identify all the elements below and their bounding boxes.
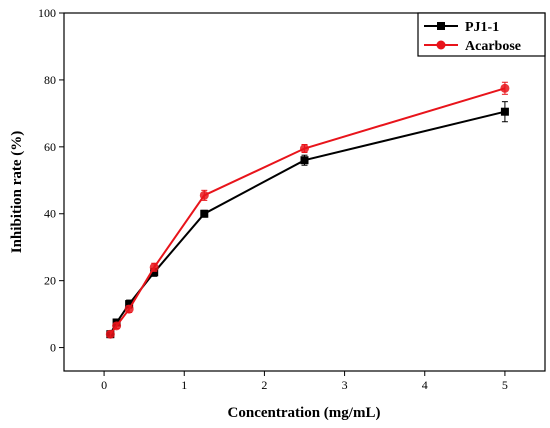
data-point (300, 156, 309, 165)
series-line (109, 110, 506, 335)
legend-label-acarbose: Acarbose (465, 39, 521, 54)
x-axis-title: Concentration (mg/mL) (228, 405, 381, 421)
data-point (105, 329, 115, 339)
data-point (200, 209, 209, 218)
legend-label-pj1-1: PJ1-1 (465, 20, 499, 35)
data-point (150, 268, 159, 277)
legend-marker-acarbose (436, 40, 446, 50)
x-tick-label: 2 (261, 378, 267, 392)
x-tick-label: 4 (422, 378, 428, 392)
x-tick-label: 5 (502, 378, 508, 392)
data-point (124, 304, 134, 314)
x-tick-label: 3 (342, 378, 348, 392)
y-tick-label: 100 (38, 6, 56, 20)
data-point (125, 300, 134, 309)
series-acarbose (105, 81, 510, 339)
y-tick-label: 40 (44, 207, 56, 221)
series-layer (105, 81, 510, 339)
data-point (112, 321, 122, 331)
data-point (300, 144, 309, 154)
y-tick-label: 80 (44, 73, 56, 87)
plot-frame (63, 12, 546, 372)
data-point (149, 262, 159, 272)
data-point (500, 83, 510, 93)
data-point (199, 190, 209, 200)
series-pj1-1 (106, 101, 509, 339)
y-tick-label: 60 (44, 140, 56, 154)
axes: 0 1 2 3 4 5 0 20 40 60 80 100 (38, 6, 508, 392)
x-tick-label: 0 (101, 378, 107, 392)
data-point (500, 107, 509, 116)
legend: PJ1-1 Acarbose (417, 12, 546, 57)
y-tick-label: 20 (44, 274, 56, 288)
y-tick-label: 0 (50, 341, 56, 355)
legend-marker-pj1-1 (437, 22, 445, 30)
y-axis-title: Inhibition rate (%) (9, 131, 25, 254)
x-tick-label: 1 (181, 378, 187, 392)
